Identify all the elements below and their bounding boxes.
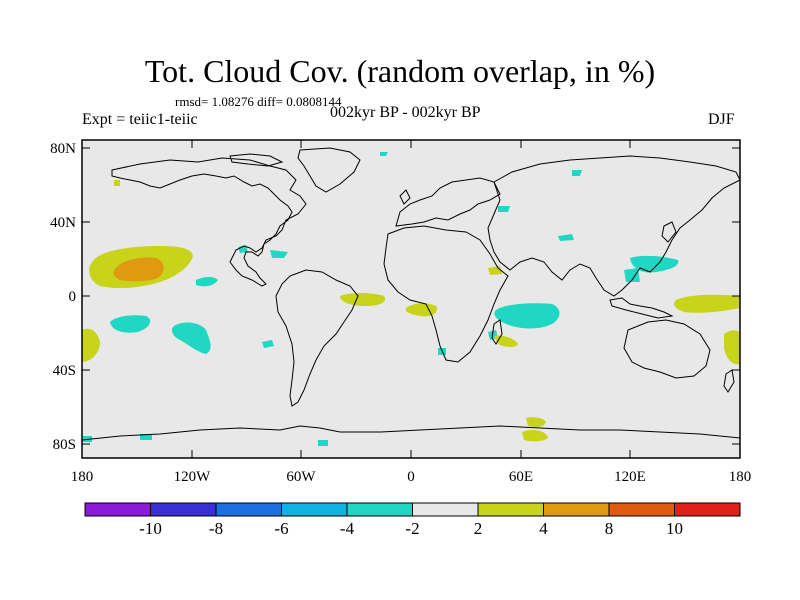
coast-madagascar (491, 319, 503, 345)
coastlines (81, 147, 741, 441)
lon-label: 180 (71, 469, 94, 485)
colorbar-label: -2 (405, 519, 419, 538)
patch-central-america-neg (270, 250, 288, 258)
lat-label: 40N (50, 215, 76, 231)
patch-antarctic-pos-1 (526, 417, 546, 428)
coast-africa (383, 225, 509, 363)
patch-antarctic-pos-2 (522, 430, 548, 442)
colorbar-label: 4 (539, 519, 548, 538)
colorbar-segment (608, 502, 675, 517)
colorbar-label: -10 (139, 519, 162, 538)
coast-indonesia (609, 297, 674, 319)
lat-label: 0 (69, 289, 77, 305)
patch-gulf-guinea-pos (405, 303, 438, 317)
colorbar-label: -4 (340, 519, 355, 538)
map-background (82, 140, 740, 458)
lon-label: 180 (729, 469, 752, 485)
patch-atlantic-eq-pos (340, 293, 386, 306)
map-title: Tot. Cloud Cov. (random overlap, in %) (144, 53, 656, 89)
colorbar-segment (477, 502, 544, 517)
rmsd-diff-stats: rmsd= 1.08276 diff= 0.0808144 (175, 94, 342, 109)
colorbar-segment (674, 502, 741, 517)
colorbar-segment (150, 502, 217, 517)
patch-antarctic-neg-1 (140, 434, 152, 440)
lat-label: 80N (50, 141, 76, 157)
colorbar (84, 502, 741, 517)
experiment-label: Expt = teiic1-teiic (82, 111, 198, 128)
coast-north-america (111, 157, 307, 287)
patch-hawaii-neg (196, 277, 218, 287)
coast-europe (395, 177, 501, 227)
lon-label: 0 (407, 469, 415, 485)
patch-antarctic-neg-3 (318, 440, 328, 446)
patch-indian-ocean-neg (494, 303, 560, 329)
coast-new-zealand (723, 369, 735, 393)
lon-labels: 180 120W 60W 0 60E 120E 180 (71, 469, 752, 485)
patch-east-australia-pos (724, 330, 740, 365)
patch-arctic-eurasia-neg (572, 170, 582, 176)
colorbar-segment (412, 502, 479, 517)
colorbar-segment (346, 502, 413, 517)
colorbar-labels: -10 -8 -6 -4 -2 2 4 8 10 (139, 519, 683, 538)
colorbar-segment (84, 502, 151, 517)
lat-labels: 80N 40N 0 40S 80S (50, 141, 76, 453)
patch-north-pacific-strong (113, 257, 164, 282)
colorbar-label: -6 (274, 519, 288, 538)
patch-south-pacific-neg-1 (110, 315, 151, 333)
coast-uk (399, 189, 411, 205)
colorbar-segment (543, 502, 610, 517)
patch-south-pacific-pos (82, 328, 100, 362)
patch-arctic-pos (114, 180, 120, 186)
colorbar-label: -8 (209, 519, 223, 538)
coast-asia (487, 155, 741, 297)
lat-ticks (82, 147, 740, 445)
patch-south-pacific-neg-3 (262, 340, 274, 348)
anomaly-patches (82, 152, 740, 446)
coast-japan (661, 221, 677, 243)
patch-philippines-neg (624, 268, 640, 282)
coast-arctic-islands (229, 153, 284, 167)
colorbar-label: 2 (474, 519, 483, 538)
patch-west-pacific-pos (674, 294, 740, 313)
period-label: 002kyr BP - 002kyr BP (330, 104, 481, 121)
patch-scandinavia-neg (498, 206, 510, 212)
coast-south-america (275, 269, 359, 407)
colorbar-label: 8 (605, 519, 614, 538)
colorbar-segment (281, 502, 348, 517)
coast-antarctica (81, 425, 741, 441)
patch-south-pacific-neg-2 (172, 322, 211, 354)
patch-arctic-neg-2 (380, 152, 388, 156)
patch-tibet-neg (558, 234, 574, 241)
coast-australia (623, 319, 711, 379)
season-label: DJF (708, 111, 735, 128)
coast-greenland (297, 147, 361, 193)
lat-label: 40S (53, 363, 76, 379)
colorbar-label: 10 (666, 519, 683, 538)
lon-label: 120W (174, 469, 212, 485)
lon-label: 60W (286, 469, 316, 485)
lon-ticks (81, 140, 741, 458)
lon-label: 60E (509, 469, 533, 485)
colorbar-segment (215, 502, 282, 517)
lat-label: 80S (53, 437, 76, 453)
lon-label: 120E (614, 469, 646, 485)
patch-south-indian-pos (494, 335, 518, 347)
